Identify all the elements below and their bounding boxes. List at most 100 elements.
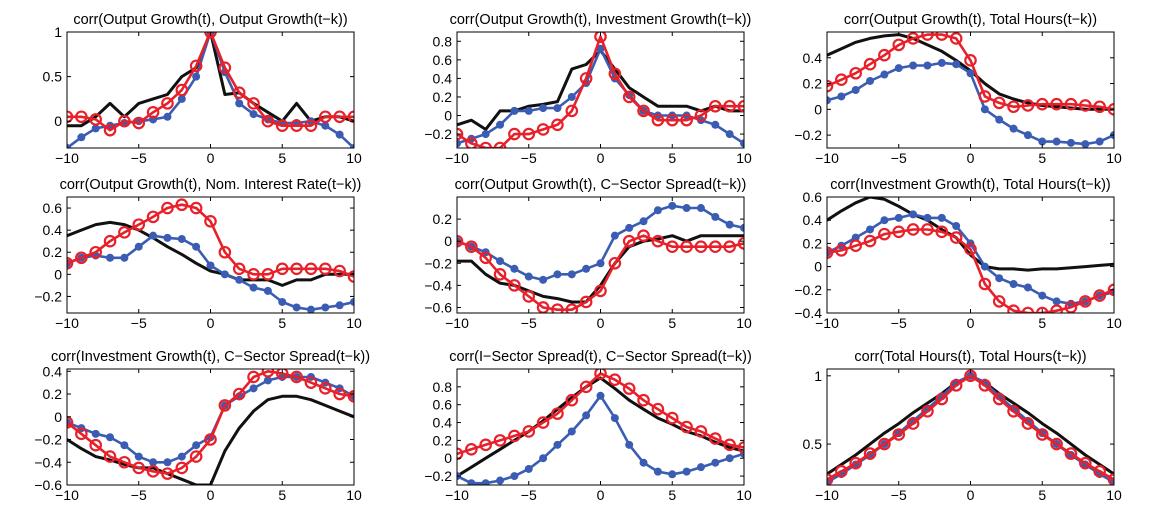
data-point-red bbox=[835, 73, 848, 86]
data-point-red bbox=[508, 127, 521, 141]
y-tick-label: 0.2 bbox=[433, 89, 453, 105]
y-tick-label: −0.4 bbox=[794, 305, 822, 321]
data-point-red bbox=[132, 461, 146, 475]
data-point-blue bbox=[481, 130, 490, 139]
data-point-blue bbox=[350, 297, 354, 306]
data-point-red bbox=[161, 97, 174, 110]
data-point-red bbox=[218, 61, 232, 74]
data-point-blue bbox=[952, 60, 961, 69]
data-point-red bbox=[457, 127, 464, 141]
subplot-title: corr(Output Growth(t), Output Growth(t−k… bbox=[73, 12, 347, 28]
data-point-blue bbox=[524, 272, 533, 281]
x-tick-label: −10 bbox=[815, 487, 839, 503]
data-point-red bbox=[304, 119, 318, 132]
data-point-red bbox=[132, 116, 146, 130]
y-tick-label: −0.2 bbox=[424, 126, 452, 142]
data-point-red bbox=[290, 370, 303, 384]
data-point-blue bbox=[980, 105, 989, 114]
x-tick-label: 5 bbox=[278, 150, 286, 166]
y-tick-label: 0.5 bbox=[803, 436, 823, 452]
y-tick-label: 0.6 bbox=[803, 189, 823, 205]
x-tick-label: 0 bbox=[207, 487, 215, 503]
data-point-red bbox=[465, 443, 478, 456]
data-point-red bbox=[579, 72, 593, 85]
plot-area bbox=[457, 32, 744, 148]
data-point-blue bbox=[909, 210, 918, 219]
data-point-blue bbox=[596, 259, 605, 268]
data-point-red bbox=[522, 425, 536, 438]
data-point-red bbox=[863, 447, 877, 460]
data-point-red bbox=[457, 234, 464, 248]
data-point-blue bbox=[206, 261, 215, 270]
data-point-red bbox=[594, 284, 607, 298]
y-tick-label: −0.2 bbox=[34, 432, 62, 448]
data-point-red bbox=[493, 268, 507, 281]
y-tick-label: 0.2 bbox=[433, 211, 453, 227]
x-tick-label: −10 bbox=[55, 315, 79, 331]
plot-area bbox=[457, 369, 744, 485]
data-point-blue bbox=[880, 216, 889, 225]
data-point-red bbox=[608, 67, 622, 81]
data-point-blue bbox=[653, 467, 662, 476]
x-tick-label: 0 bbox=[207, 150, 215, 166]
data-point-red bbox=[218, 399, 232, 412]
data-point-red bbox=[189, 450, 203, 463]
x-tick-label: −5 bbox=[521, 150, 537, 166]
data-point-red bbox=[1021, 417, 1035, 430]
data-point-red bbox=[232, 86, 246, 99]
data-point-red bbox=[275, 262, 289, 276]
data-point-blue bbox=[553, 104, 562, 113]
x-tick-label: −10 bbox=[445, 315, 469, 331]
data-point-blue bbox=[510, 106, 519, 115]
subplot-title: corr(Total Hours(t), Total Hours(t−k)) bbox=[854, 349, 1086, 365]
data-point-red bbox=[708, 99, 722, 113]
data-point-blue bbox=[596, 44, 605, 53]
data-point-blue bbox=[668, 201, 677, 210]
data-point-red bbox=[89, 113, 102, 126]
data-point-red bbox=[146, 106, 160, 119]
data-point-blue bbox=[937, 213, 946, 222]
data-point-blue bbox=[553, 270, 562, 279]
data-point-red bbox=[103, 234, 117, 248]
y-tick-label: 0.5 bbox=[43, 69, 63, 85]
data-point-blue bbox=[496, 120, 505, 129]
data-point-red bbox=[723, 438, 736, 452]
x-tick-label: 10 bbox=[346, 150, 362, 166]
data-point-blue bbox=[837, 92, 846, 101]
data-point-red bbox=[565, 393, 579, 407]
data-point-blue bbox=[639, 217, 648, 226]
y-tick-label: −0.6 bbox=[34, 477, 62, 493]
data-point-blue bbox=[582, 264, 591, 273]
data-point-blue bbox=[725, 220, 734, 229]
x-tick-label: −10 bbox=[445, 150, 469, 166]
plot-area bbox=[827, 32, 1114, 148]
data-point-red bbox=[522, 127, 536, 141]
data-point-blue bbox=[740, 223, 744, 232]
x-tick-label: 10 bbox=[346, 487, 362, 503]
data-point-red bbox=[964, 54, 977, 67]
x-tick-label: −5 bbox=[521, 315, 537, 331]
data-point-red bbox=[906, 223, 920, 236]
x-tick-label: 5 bbox=[1038, 150, 1046, 166]
data-point-red bbox=[204, 32, 217, 39]
x-tick-label: −10 bbox=[55, 150, 79, 166]
data-point-red bbox=[694, 425, 708, 438]
data-point-red bbox=[304, 376, 318, 389]
data-point-blue bbox=[866, 225, 875, 234]
data-point-blue bbox=[120, 253, 129, 262]
y-tick-label: 0.6 bbox=[433, 397, 453, 413]
y-tick-label: 0.4 bbox=[433, 70, 453, 86]
data-point-blue bbox=[1052, 137, 1061, 146]
data-point-red bbox=[275, 119, 289, 132]
y-tick-label: −0.2 bbox=[424, 255, 452, 271]
y-tick-label: 0.6 bbox=[43, 200, 63, 216]
data-point-red bbox=[949, 231, 963, 244]
data-point-red bbox=[118, 226, 131, 239]
data-point-red bbox=[261, 114, 275, 128]
data-point-blue bbox=[91, 429, 100, 438]
data-point-blue bbox=[1052, 297, 1061, 306]
data-point-red bbox=[465, 240, 478, 254]
data-point-red bbox=[333, 110, 346, 124]
data-point-blue bbox=[524, 464, 533, 473]
data-point-blue bbox=[725, 130, 734, 139]
